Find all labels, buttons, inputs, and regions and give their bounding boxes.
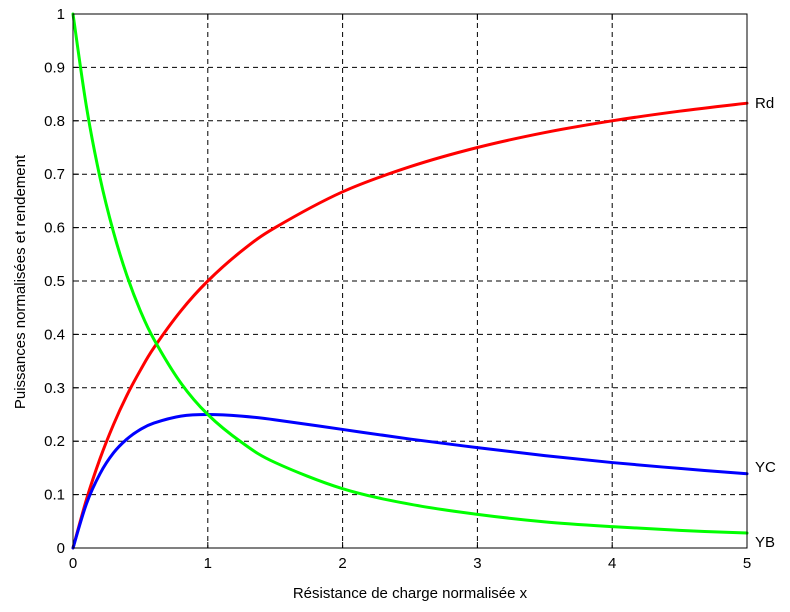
series-label-yb: YB [755,534,775,551]
x-tick-label: 2 [338,555,346,572]
x-tick-label: 0 [69,555,77,572]
y-tick-label: 0.2 [44,433,65,450]
series-line-yb [71,12,749,535]
y-tick-label: 0.4 [44,326,65,343]
y-tick-label: 0.1 [44,487,65,504]
x-tick-label: 5 [743,555,751,572]
y-tick-label: 0.9 [44,59,65,76]
x-axis-label: Résistance de charge normalisée x [293,585,528,602]
series-line-yc [71,413,749,550]
series-line-rd [71,101,749,550]
y-tick-label: 0.7 [44,166,65,183]
y-tick-label: 0.6 [44,220,65,237]
series-label-rd: Rd [755,95,774,112]
tick-labels: 0 1 2 3 4 5 0 0.1 0.2 0.3 0.4 0.5 0.6 0.7 0.8 0.9 1 [44,6,751,572]
y-axis-label: Puissances normalisées et rendement [12,154,29,409]
series-layer [71,12,749,550]
axes-frame [72,13,748,549]
x-tick-label: 1 [204,555,212,572]
y-tick-label: 0.3 [44,380,65,397]
y-tick-label: 0.8 [44,113,65,130]
y-tick-label: 1 [57,6,65,23]
y-tick-label: 0 [57,540,65,557]
y-tick-label: 0.5 [44,273,65,290]
plot-frame [72,13,748,549]
x-tick-label: 4 [608,555,616,572]
series-label-yc: YC [755,459,776,476]
x-tick-label: 3 [473,555,481,572]
series-labels: Rd YC YB [755,95,776,551]
grid [73,14,747,548]
